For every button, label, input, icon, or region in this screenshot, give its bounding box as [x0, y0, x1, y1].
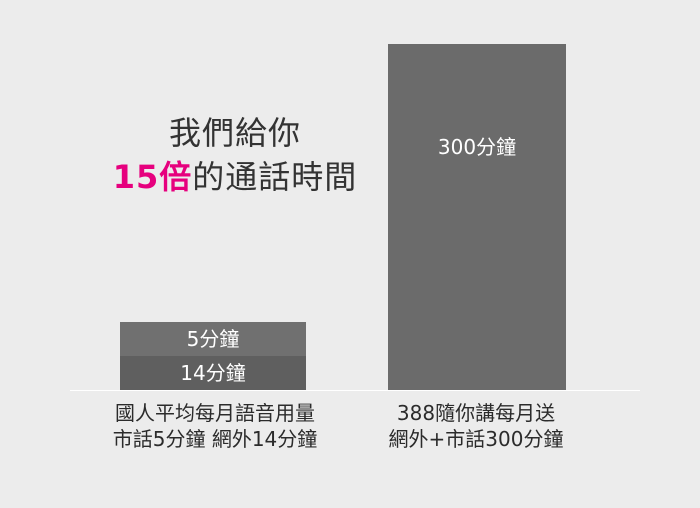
headline: 我們給你 15倍的通話時間 [100, 112, 370, 198]
headline-highlight: 15倍 [112, 158, 193, 196]
category-label-2-line2: 網外+市話300分鐘 [388, 427, 564, 451]
category-label-2: 388隨你講每月送 網外+市話300分鐘 [340, 400, 612, 452]
headline-line2-rest: 的通話時間 [192, 158, 358, 196]
bar-2-segment-3 [388, 44, 566, 390]
data-label-bar-1-segment-2: 5分鐘 [187, 327, 240, 351]
data-label-bar-1-segment-1: 14分鐘 [180, 361, 245, 385]
data-label-bar-2-segment-3: 300分鐘 [438, 135, 516, 159]
category-label-2-line1: 388隨你講每月送 [396, 401, 556, 425]
bar-1-segment-2 [120, 322, 306, 356]
headline-line1: 我們給你 [168, 114, 301, 152]
headline-line2: 15倍的通話時間 [100, 156, 370, 198]
bar-1-segment-1 [120, 356, 306, 390]
category-label-1-line2: 市話5分鐘 網外14分鐘 [112, 427, 318, 451]
category-label-1-line1: 國人平均每月語音用量 [115, 401, 315, 425]
category-label-1: 國人平均每月語音用量 市話5分鐘 網外14分鐘 [70, 400, 360, 452]
